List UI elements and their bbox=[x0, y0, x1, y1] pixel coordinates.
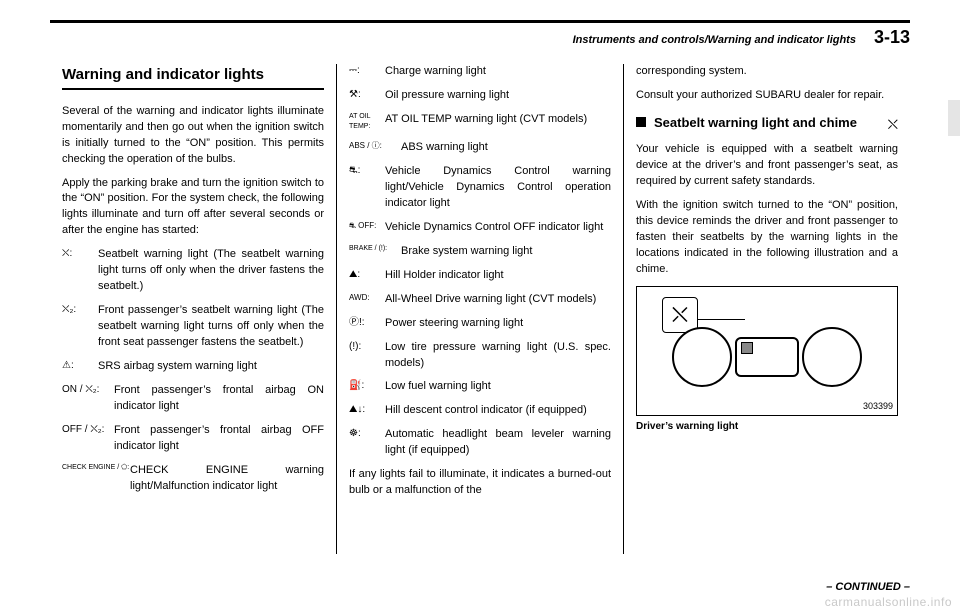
symbol-icon: ☸: bbox=[349, 427, 385, 459]
symbol-icon: ⛰↓: bbox=[349, 403, 385, 419]
list-item: OFF / ⛌₂: Front passenger’s frontal airb… bbox=[62, 423, 324, 455]
list-item: ⛰↓:Hill descent control indicator (if eq… bbox=[349, 403, 611, 419]
symbol-icon: ON / ⛌₂: bbox=[62, 383, 114, 415]
list-item: ⛌₂: Front passenger’s seatbelt warning l… bbox=[62, 303, 324, 351]
symbol-icon: ⚠: bbox=[62, 359, 98, 375]
symbol-icon: CHECK ENGINE / ⬠: bbox=[62, 463, 130, 495]
item-text: Low fuel warning light bbox=[385, 379, 611, 395]
list-item: ⛰:Hill Holder indicator light bbox=[349, 268, 611, 284]
illustration-caption: Driver’s warning light bbox=[636, 420, 898, 435]
symbol-icon: ⛽: bbox=[349, 379, 385, 395]
list-item: ⛐ OFF:Vehicle Dynamics Control OFF indic… bbox=[349, 220, 611, 236]
item-text: Hill Holder indicator light bbox=[385, 268, 611, 284]
symbol-icon: Ⓟ!: bbox=[349, 316, 385, 332]
dashboard-graphic bbox=[667, 322, 867, 392]
item-text: CHECK ENGINE warning light/Malfunction i… bbox=[130, 463, 324, 495]
item-text: Hill descent control indicator (if equip… bbox=[385, 403, 611, 419]
item-text: Charge warning light bbox=[385, 64, 611, 80]
column-3: corresponding system. Consult your autho… bbox=[623, 64, 910, 554]
item-text: ABS warning light bbox=[401, 140, 611, 156]
column-2: ⎓:Charge warning light ⚒:Oil pressure wa… bbox=[336, 64, 623, 554]
item-text: All-Wheel Drive warning light (CVT model… bbox=[385, 292, 611, 308]
side-tab bbox=[948, 100, 960, 136]
list-item: ⚒:Oil pressure warning light bbox=[349, 88, 611, 104]
page-header: Instruments and controls/Warning and ind… bbox=[50, 27, 910, 48]
list-item: ⎓:Charge warning light bbox=[349, 64, 611, 80]
item-text: Oil pressure warning light bbox=[385, 88, 611, 104]
heading-bullet-icon bbox=[636, 117, 646, 127]
section-heading: Warning and indicator lights bbox=[62, 64, 324, 90]
item-text: Seatbelt warning light (The seatbelt war… bbox=[98, 247, 324, 295]
symbol-icon: OFF / ⛌₂: bbox=[62, 423, 114, 455]
item-text: Automatic headlight beam leveler warning… bbox=[385, 427, 611, 459]
list-item: CHECK ENGINE / ⬠: CHECK ENGINE warning l… bbox=[62, 463, 324, 495]
continued-footer: – CONTINUED – bbox=[826, 581, 910, 593]
list-item: Ⓟ!:Power steering warning light bbox=[349, 316, 611, 332]
list-item: ⚠: SRS airbag system warning light bbox=[62, 359, 324, 375]
symbol-icon: AWD: bbox=[349, 292, 385, 308]
item-text: SRS airbag system warning light bbox=[98, 359, 324, 375]
symbol-icon: ⛰: bbox=[349, 268, 385, 284]
warning-light-marker bbox=[741, 342, 753, 354]
symbol-icon: ⛌: bbox=[62, 247, 98, 295]
list-item: ⛐:Vehicle Dynamics Control warning light… bbox=[349, 164, 611, 212]
symbol-icon: BRAKE / (!): bbox=[349, 244, 401, 260]
symbol-icon: ⛌₂: bbox=[62, 303, 98, 351]
list-item: ☸:Automatic headlight beam leveler warni… bbox=[349, 427, 611, 459]
list-item: ON / ⛌₂: Front passenger’s frontal airba… bbox=[62, 383, 324, 415]
list-item: ABS / ⓘ:ABS warning light bbox=[349, 140, 611, 156]
item-text: Vehicle Dynamics Control OFF indicator l… bbox=[385, 220, 611, 236]
item-text: Vehicle Dynamics Control warning light/V… bbox=[385, 164, 611, 212]
watermark: carmanualsonline.info bbox=[825, 595, 952, 609]
item-text: Front passenger’s frontal airbag ON indi… bbox=[114, 383, 324, 415]
symbol-icon: AT OIL TEMP: bbox=[349, 112, 385, 132]
paragraph: If any lights fail to illuminate, it ind… bbox=[349, 467, 611, 499]
list-item: ⛽:Low fuel warning light bbox=[349, 379, 611, 395]
item-text: Brake system warning light bbox=[401, 244, 611, 260]
page-number: 3-13 bbox=[874, 27, 910, 48]
paragraph: corresponding system. bbox=[636, 64, 898, 80]
symbol-icon: (!): bbox=[349, 340, 385, 372]
symbol-icon: ABS / ⓘ: bbox=[349, 140, 401, 156]
symbol-icon: ⎓: bbox=[349, 64, 385, 80]
list-item: (!):Low tire pressure warning light (U.S… bbox=[349, 340, 611, 372]
list-item: AWD:All-Wheel Drive warning light (CVT m… bbox=[349, 292, 611, 308]
gauge-left bbox=[672, 327, 732, 387]
illustration-dashboard: ⛌ 303399 bbox=[636, 286, 898, 416]
subsection-heading: Seatbelt warning light and chime bbox=[654, 114, 880, 133]
paragraph: With the ignition switch turned to the “… bbox=[636, 198, 898, 278]
item-text: Front passenger’s frontal airbag OFF ind… bbox=[114, 423, 324, 455]
breadcrumb: Instruments and controls/Warning and ind… bbox=[573, 34, 856, 46]
item-text: Front passenger’s seatbelt warning light… bbox=[98, 303, 324, 351]
content-columns: Warning and indicator lights Several of … bbox=[50, 64, 910, 554]
paragraph: Several of the warning and indicator lig… bbox=[62, 104, 324, 168]
list-item: AT OIL TEMP:AT OIL TEMP warning light (C… bbox=[349, 112, 611, 132]
item-text: AT OIL TEMP warning light (CVT models) bbox=[385, 112, 611, 132]
paragraph: Apply the parking brake and turn the ign… bbox=[62, 176, 324, 240]
subsection-heading-row: Seatbelt warning light and chime ⛌ bbox=[636, 114, 898, 134]
symbol-icon: ⛐ OFF: bbox=[349, 220, 385, 236]
paragraph: Consult your authorized SUBARU dealer fo… bbox=[636, 88, 898, 104]
paragraph: Your vehicle is equipped with a seatbelt… bbox=[636, 142, 898, 190]
symbol-icon: ⛐: bbox=[349, 164, 385, 212]
item-text: Power steering warning light bbox=[385, 316, 611, 332]
top-rule bbox=[50, 20, 910, 23]
leader-line bbox=[697, 319, 745, 320]
item-text: Low tire pressure warning light (U.S. sp… bbox=[385, 340, 611, 372]
list-item: ⛌: Seatbelt warning light (The seatbelt … bbox=[62, 247, 324, 295]
gauge-right bbox=[802, 327, 862, 387]
seatbelt-icon: ⛌ bbox=[888, 114, 898, 134]
illustration-code: 303399 bbox=[863, 400, 893, 413]
list-item: BRAKE / (!):Brake system warning light bbox=[349, 244, 611, 260]
column-1: Warning and indicator lights Several of … bbox=[50, 64, 336, 554]
symbol-icon: ⚒: bbox=[349, 88, 385, 104]
